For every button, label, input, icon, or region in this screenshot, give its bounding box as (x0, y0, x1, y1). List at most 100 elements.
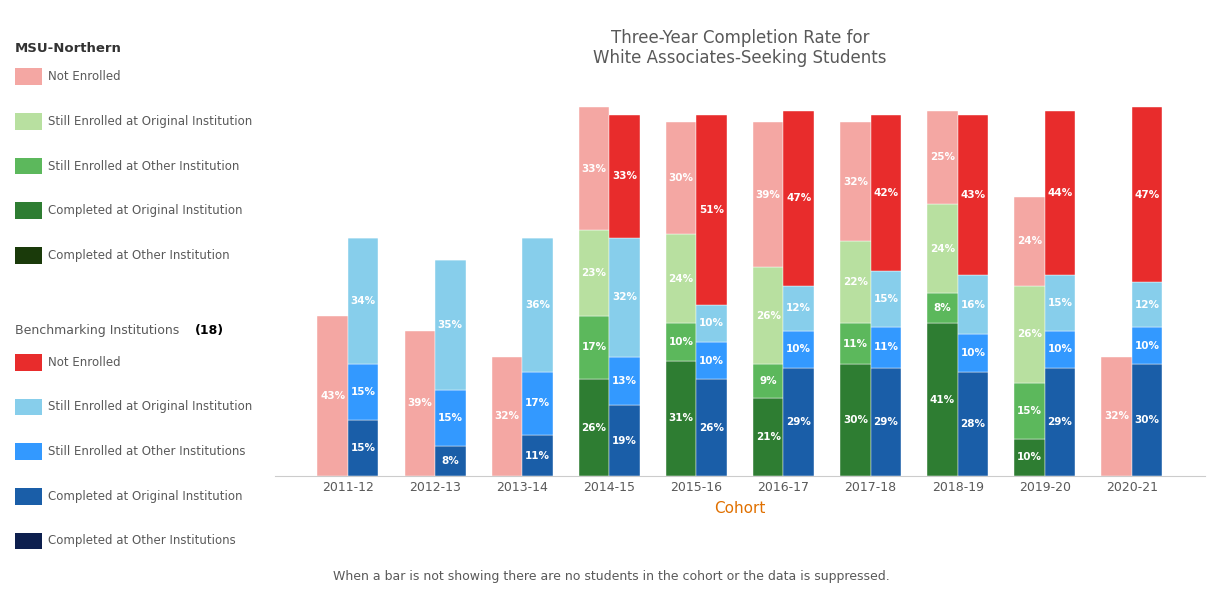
Text: 21%: 21% (756, 432, 780, 442)
Text: 51%: 51% (700, 205, 724, 215)
Bar (578, 316, 609, 379)
Text: 15%: 15% (873, 294, 899, 304)
Text: Benchmarking Institutions: Benchmarking Institutions (15, 324, 183, 337)
Text: 15%: 15% (351, 443, 375, 453)
Text: 24%: 24% (669, 274, 693, 284)
Text: 29%: 29% (873, 417, 898, 427)
Text: 43%: 43% (320, 391, 345, 401)
Bar (1044, 368, 1075, 476)
Bar (753, 267, 784, 364)
Bar (609, 405, 640, 476)
Text: 15%: 15% (1048, 298, 1073, 308)
Bar (840, 242, 871, 323)
Bar (871, 327, 901, 368)
Bar (492, 357, 522, 476)
Text: Not Enrolled: Not Enrolled (48, 356, 120, 369)
Bar (522, 372, 553, 435)
Text: 8%: 8% (442, 456, 459, 466)
Text: 34%: 34% (351, 296, 375, 306)
Bar (318, 316, 347, 476)
Text: (18): (18) (194, 324, 224, 337)
Text: 17%: 17% (525, 398, 550, 408)
Text: 28%: 28% (960, 419, 986, 429)
Bar (784, 286, 815, 331)
Text: 10%: 10% (700, 318, 724, 328)
Text: Completed at Other Institutions: Completed at Other Institutions (48, 534, 236, 547)
Text: 12%: 12% (1135, 300, 1159, 309)
Text: 17%: 17% (581, 343, 607, 352)
Bar (871, 368, 901, 476)
Text: 36%: 36% (525, 300, 550, 309)
Bar (696, 342, 726, 379)
Bar (958, 275, 988, 334)
Text: 42%: 42% (873, 188, 899, 198)
Text: Still Enrolled at Original Institution: Still Enrolled at Original Institution (48, 400, 252, 414)
Bar (1044, 331, 1075, 368)
Text: Completed at Original Institution: Completed at Original Institution (48, 204, 242, 217)
Bar (927, 111, 958, 204)
Text: 32%: 32% (1104, 411, 1129, 421)
Text: 15%: 15% (1018, 406, 1042, 416)
Bar (840, 364, 871, 476)
Bar (1014, 196, 1044, 286)
Bar (609, 115, 640, 237)
Bar (871, 271, 901, 327)
Bar (927, 204, 958, 293)
Bar (665, 234, 696, 323)
Bar (840, 122, 871, 242)
Bar (1102, 357, 1132, 476)
Text: 9%: 9% (759, 376, 777, 386)
Bar (665, 122, 696, 234)
Text: 25%: 25% (929, 152, 955, 162)
Bar (435, 390, 466, 446)
Bar (578, 230, 609, 316)
Text: Completed at Original Institution: Completed at Original Institution (48, 490, 242, 503)
Bar (1014, 439, 1044, 476)
Bar (522, 237, 553, 372)
Text: 10%: 10% (700, 355, 724, 365)
Text: 11%: 11% (525, 450, 550, 461)
Text: 47%: 47% (1135, 190, 1159, 200)
Text: 26%: 26% (1018, 330, 1042, 339)
Text: Still Enrolled at Other Institution: Still Enrolled at Other Institution (48, 159, 238, 173)
Text: 41%: 41% (929, 394, 955, 405)
Bar (1132, 327, 1162, 364)
Title: Three-Year Completion Rate for
White Associates-Seeking Students: Three-Year Completion Rate for White Ass… (593, 29, 887, 67)
Bar (871, 115, 901, 271)
Bar (927, 323, 958, 476)
Text: 33%: 33% (612, 171, 637, 181)
Bar (840, 323, 871, 364)
X-axis label: Cohort: Cohort (714, 501, 766, 516)
Text: 12%: 12% (786, 303, 811, 314)
Bar (958, 115, 988, 275)
Bar (1132, 282, 1162, 327)
Text: 30%: 30% (843, 415, 868, 425)
Bar (753, 398, 784, 476)
Bar (347, 420, 378, 476)
Text: 35%: 35% (438, 320, 462, 330)
Text: 11%: 11% (873, 343, 899, 352)
Bar (665, 323, 696, 361)
Text: MSU-Northern: MSU-Northern (15, 42, 121, 55)
Text: 43%: 43% (960, 190, 986, 200)
Text: Still Enrolled at Other Institutions: Still Enrolled at Other Institutions (48, 445, 245, 458)
Bar (1132, 364, 1162, 476)
Bar (347, 237, 378, 364)
Text: 26%: 26% (581, 422, 607, 433)
Text: 15%: 15% (438, 414, 462, 423)
Bar (609, 237, 640, 357)
Bar (753, 364, 784, 398)
Text: 19%: 19% (612, 436, 637, 446)
Bar (578, 107, 609, 230)
Bar (1132, 107, 1162, 282)
Text: 30%: 30% (1135, 415, 1159, 425)
Text: 24%: 24% (929, 244, 955, 253)
Bar (753, 122, 784, 267)
Bar (927, 293, 958, 323)
Text: 31%: 31% (669, 414, 693, 423)
Text: 24%: 24% (1018, 236, 1042, 246)
Text: When a bar is not showing there are no students in the cohort or the data is sup: When a bar is not showing there are no s… (333, 570, 890, 583)
Text: 10%: 10% (960, 348, 986, 358)
Bar (1014, 383, 1044, 439)
Bar (1044, 275, 1075, 331)
